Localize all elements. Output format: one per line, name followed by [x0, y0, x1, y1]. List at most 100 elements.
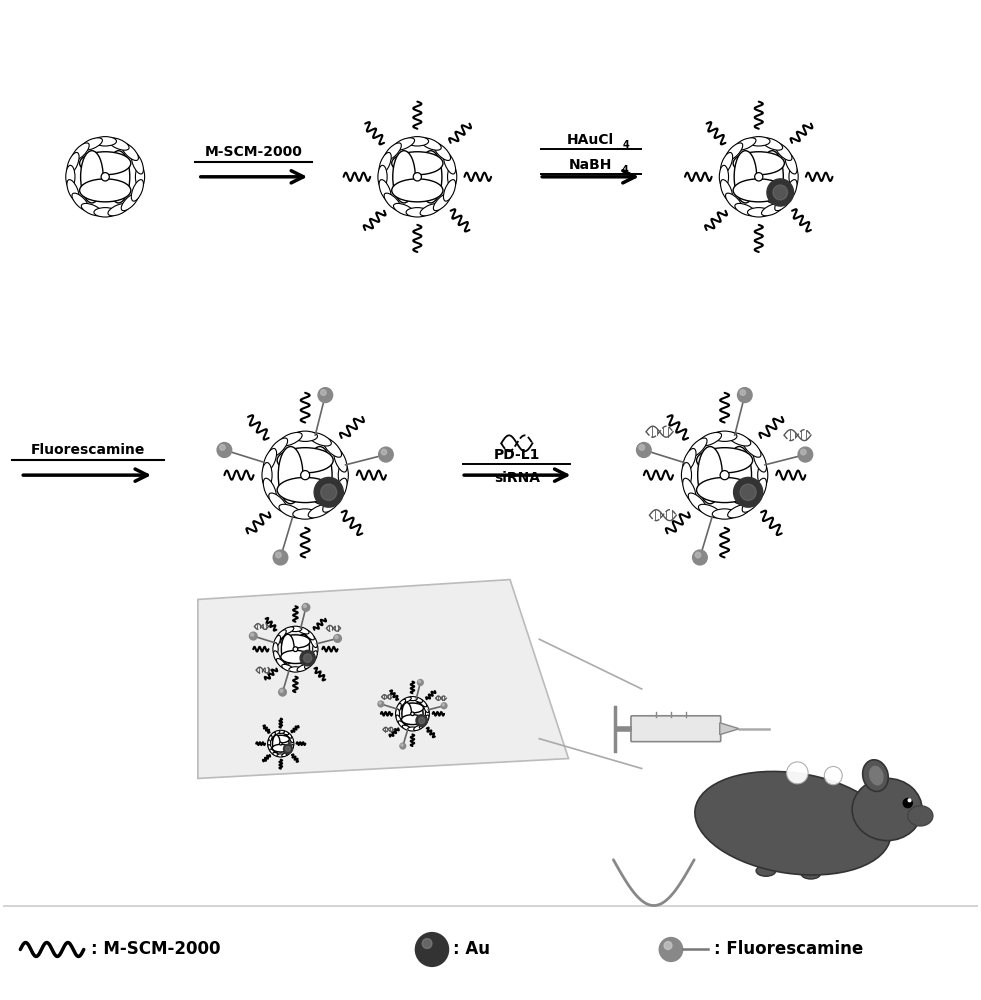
- Ellipse shape: [402, 710, 416, 724]
- Ellipse shape: [289, 626, 302, 632]
- Ellipse shape: [107, 151, 129, 203]
- Circle shape: [908, 799, 911, 802]
- Circle shape: [413, 173, 422, 181]
- Ellipse shape: [308, 432, 332, 446]
- Ellipse shape: [72, 143, 89, 160]
- Circle shape: [302, 604, 310, 611]
- Circle shape: [773, 185, 788, 200]
- Circle shape: [279, 688, 286, 696]
- Ellipse shape: [274, 651, 281, 663]
- Ellipse shape: [338, 463, 348, 488]
- Ellipse shape: [396, 715, 401, 724]
- Ellipse shape: [852, 778, 922, 841]
- Ellipse shape: [81, 203, 102, 216]
- Ellipse shape: [304, 658, 314, 669]
- Circle shape: [336, 636, 337, 639]
- Ellipse shape: [268, 740, 271, 747]
- Ellipse shape: [79, 179, 130, 202]
- Circle shape: [301, 471, 310, 480]
- Text: : Au: : Au: [453, 940, 490, 958]
- Circle shape: [422, 939, 432, 948]
- Ellipse shape: [263, 478, 277, 502]
- Ellipse shape: [393, 169, 425, 201]
- Circle shape: [637, 443, 651, 457]
- Circle shape: [696, 552, 700, 558]
- Ellipse shape: [273, 643, 279, 656]
- Ellipse shape: [735, 203, 756, 216]
- Ellipse shape: [131, 152, 143, 174]
- Circle shape: [101, 173, 109, 181]
- Ellipse shape: [419, 721, 427, 728]
- Circle shape: [280, 689, 283, 692]
- Circle shape: [418, 680, 423, 685]
- Circle shape: [382, 449, 387, 455]
- Ellipse shape: [447, 165, 457, 188]
- Circle shape: [734, 477, 763, 507]
- Circle shape: [273, 550, 287, 565]
- Ellipse shape: [697, 477, 752, 503]
- Circle shape: [740, 484, 756, 500]
- Ellipse shape: [733, 179, 785, 202]
- Ellipse shape: [402, 697, 411, 702]
- Ellipse shape: [135, 165, 144, 188]
- Ellipse shape: [698, 466, 733, 502]
- Ellipse shape: [785, 152, 797, 174]
- Ellipse shape: [262, 463, 272, 488]
- Ellipse shape: [277, 448, 334, 473]
- Circle shape: [285, 746, 290, 751]
- Ellipse shape: [398, 721, 405, 728]
- Ellipse shape: [269, 493, 287, 512]
- Ellipse shape: [402, 725, 411, 731]
- Ellipse shape: [695, 771, 891, 875]
- Ellipse shape: [81, 138, 102, 150]
- Ellipse shape: [334, 448, 347, 472]
- Ellipse shape: [291, 645, 309, 663]
- Ellipse shape: [426, 709, 430, 719]
- Ellipse shape: [273, 735, 281, 752]
- Ellipse shape: [279, 466, 314, 502]
- Ellipse shape: [748, 208, 770, 217]
- Ellipse shape: [683, 478, 696, 502]
- Circle shape: [419, 680, 421, 683]
- Ellipse shape: [282, 753, 288, 757]
- Ellipse shape: [277, 754, 284, 757]
- Circle shape: [379, 447, 393, 462]
- Circle shape: [738, 388, 752, 403]
- Ellipse shape: [310, 651, 317, 663]
- Ellipse shape: [698, 432, 722, 446]
- Circle shape: [251, 633, 254, 636]
- Circle shape: [754, 173, 763, 181]
- Ellipse shape: [379, 180, 391, 201]
- Ellipse shape: [424, 715, 429, 724]
- Ellipse shape: [409, 152, 441, 185]
- Ellipse shape: [419, 699, 427, 707]
- Circle shape: [664, 942, 672, 949]
- Ellipse shape: [719, 165, 729, 188]
- Ellipse shape: [785, 180, 797, 201]
- Ellipse shape: [406, 137, 429, 146]
- Ellipse shape: [414, 725, 423, 731]
- Ellipse shape: [869, 766, 884, 786]
- Ellipse shape: [282, 735, 289, 752]
- Ellipse shape: [296, 449, 332, 484]
- Text: 4: 4: [622, 140, 629, 150]
- Circle shape: [400, 743, 406, 749]
- Ellipse shape: [406, 208, 429, 217]
- Ellipse shape: [282, 627, 294, 634]
- Ellipse shape: [279, 432, 302, 446]
- Ellipse shape: [728, 432, 750, 446]
- Circle shape: [800, 449, 806, 455]
- Ellipse shape: [286, 732, 292, 738]
- Ellipse shape: [286, 749, 292, 755]
- Ellipse shape: [726, 193, 743, 211]
- Ellipse shape: [281, 635, 310, 648]
- Circle shape: [334, 635, 341, 642]
- Ellipse shape: [296, 634, 309, 664]
- Ellipse shape: [409, 710, 423, 724]
- Circle shape: [276, 552, 282, 558]
- Ellipse shape: [689, 438, 707, 457]
- Ellipse shape: [682, 463, 692, 488]
- Circle shape: [419, 717, 425, 724]
- Ellipse shape: [434, 143, 450, 160]
- Ellipse shape: [292, 431, 318, 441]
